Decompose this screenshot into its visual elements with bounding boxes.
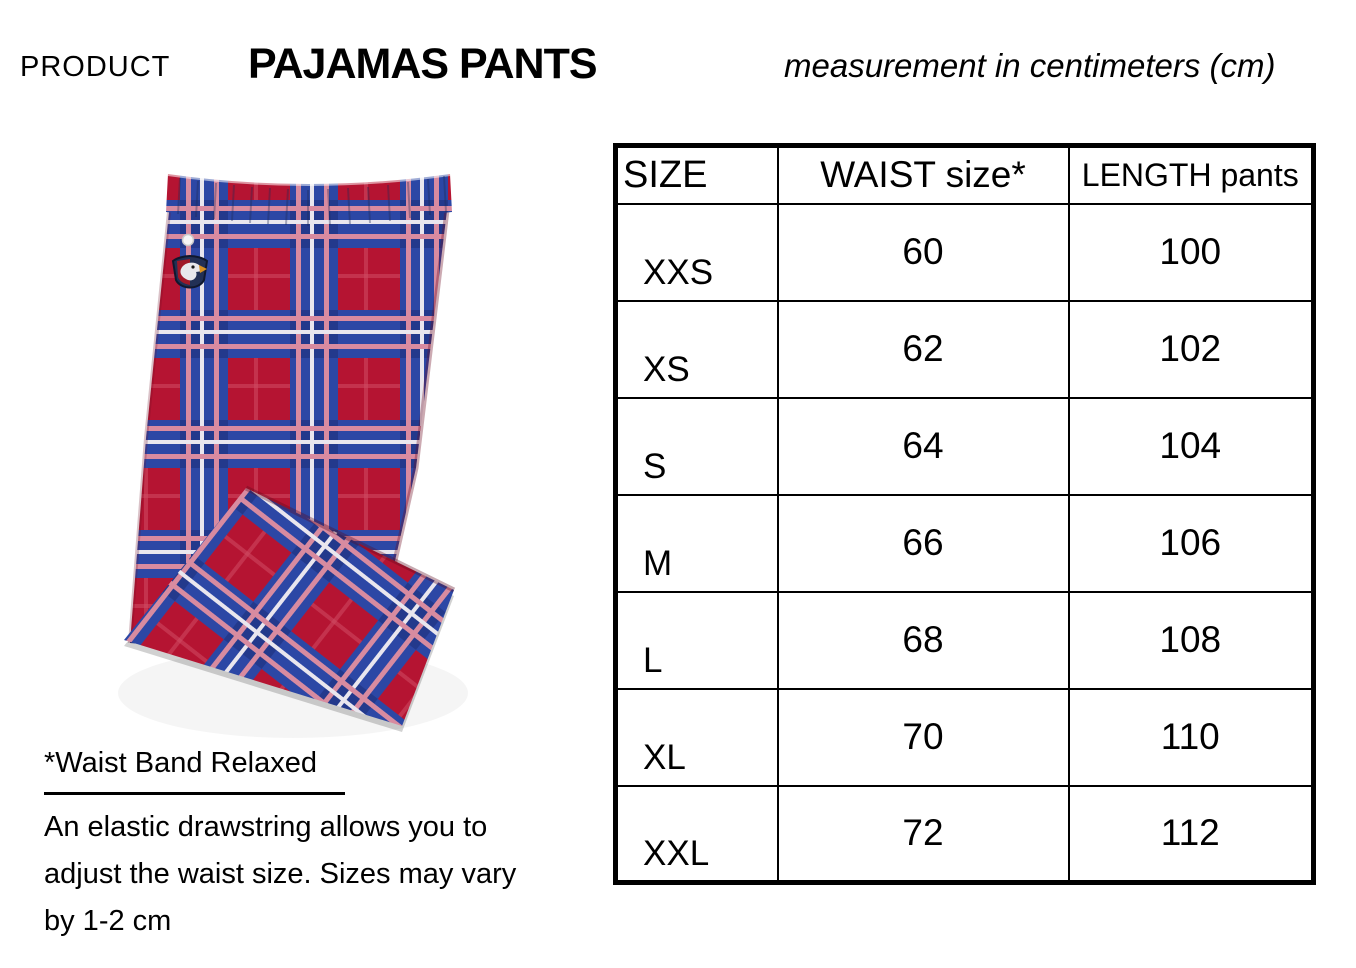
table-row: S 64 104 [614, 396, 1315, 496]
waist-value: 62 [776, 299, 1070, 399]
footnote-line: adjust the waist size. Sizes may vary [44, 858, 517, 890]
table-row: XXL 72 112 [614, 784, 1315, 884]
table-row: XXS 60 100 [614, 202, 1315, 302]
length-value: 104 [1067, 396, 1315, 496]
table-row: M 66 106 [614, 493, 1315, 593]
footnote-title: *Waist Band Relaxed [44, 740, 345, 795]
button [181, 233, 195, 247]
table-row: L 68 108 [614, 590, 1315, 690]
column-header-length: LENGTH pants [1067, 144, 1315, 205]
size-label: M [643, 544, 673, 583]
length-value: 112 [1067, 784, 1315, 884]
table-row: XS 62 102 [614, 299, 1315, 399]
waist-value: 60 [776, 202, 1070, 302]
waist-value: 70 [776, 687, 1070, 787]
table-header-row: SIZE WAIST size* LENGTH pants [614, 144, 1315, 205]
waist-value: 72 [776, 784, 1070, 884]
waistband-footnote: *Waist Band Relaxed An elastic drawstrin… [44, 740, 516, 945]
pants-photo [118, 172, 468, 738]
size-label: XL [643, 738, 686, 777]
waist-value: 68 [776, 590, 1070, 690]
size-label: XXL [643, 834, 710, 874]
waistband [166, 174, 452, 220]
eagle-shield-logo [171, 254, 209, 289]
measurement-unit-note: measurement in centimeters (cm) [784, 47, 1276, 84]
table-row: XL 70 110 [614, 687, 1315, 787]
length-value: 100 [1067, 202, 1315, 302]
waist-value: 66 [776, 493, 1070, 593]
product-label: PRODUCT [20, 51, 171, 83]
size-label: L [643, 641, 663, 680]
footnote-line: An elastic drawstring allows you to [44, 811, 488, 843]
column-header-waist: WAIST size* [776, 144, 1070, 205]
page-title: PAJAMAS PANTS [248, 40, 598, 88]
footnote-line: by 1-2 cm [44, 905, 172, 937]
length-value: 108 [1067, 590, 1315, 690]
size-table: SIZE WAIST size* LENGTH pants XXS 60 100… [613, 143, 1316, 885]
column-header-size: SIZE [614, 144, 779, 205]
length-value: 106 [1067, 493, 1315, 593]
size-label: XXS [643, 253, 714, 292]
size-label: XS [643, 350, 690, 389]
length-value: 110 [1067, 687, 1315, 787]
pants-cuff-fold [124, 488, 454, 726]
size-label: S [643, 447, 667, 486]
waist-value: 64 [776, 396, 1070, 496]
length-value: 102 [1067, 299, 1315, 399]
waistband-gathers [177, 175, 447, 226]
